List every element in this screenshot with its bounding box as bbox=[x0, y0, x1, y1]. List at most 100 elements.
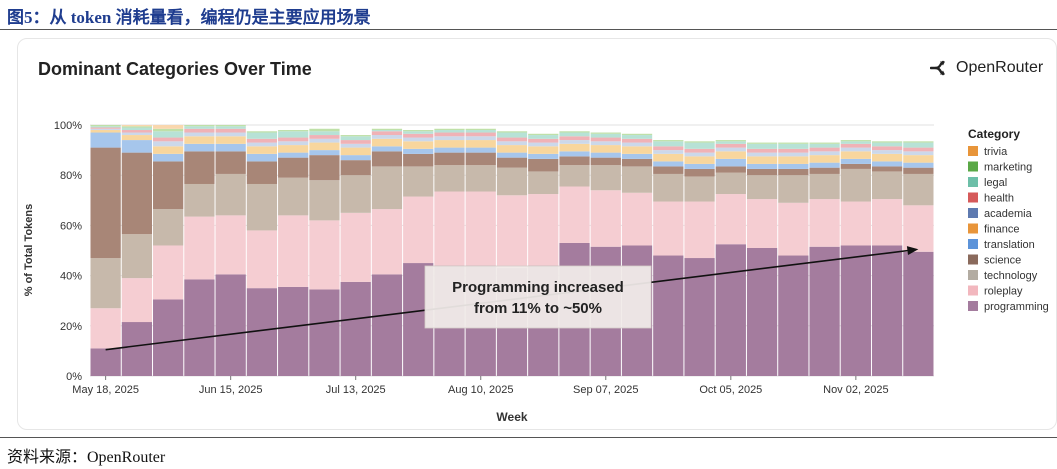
bar-segment-roleplay bbox=[871, 199, 903, 246]
bar-segment-science bbox=[840, 163, 871, 169]
bar-segment-programming bbox=[340, 281, 371, 376]
bar-segment-marketing bbox=[903, 141, 934, 143]
legend-label-academia: academia bbox=[984, 208, 1033, 220]
bar-segment-trivia bbox=[153, 125, 184, 129]
bar-segment-finance bbox=[871, 153, 903, 162]
bar-segment-science bbox=[746, 168, 778, 176]
bar-segment-science bbox=[121, 152, 153, 235]
bar-segment-legal bbox=[278, 131, 309, 138]
bar-segment-academia bbox=[653, 150, 684, 154]
bar-segment-finance bbox=[121, 135, 153, 141]
bar-segment-technology bbox=[121, 234, 153, 279]
bar-segment-translation bbox=[371, 146, 403, 152]
bar-segment-science bbox=[340, 160, 371, 176]
bar-segment-technology bbox=[278, 177, 309, 216]
bar-segment-technology bbox=[403, 166, 434, 197]
bar-segment-science bbox=[434, 152, 465, 166]
bar-segment-translation bbox=[559, 151, 590, 157]
bar-segment-roleplay bbox=[371, 209, 403, 275]
bar-segment-finance bbox=[559, 143, 590, 152]
bar-segment-translation bbox=[903, 162, 934, 168]
bar-segment-roleplay bbox=[496, 195, 528, 269]
bar-segment-academia bbox=[559, 140, 590, 144]
bar-segment-academia bbox=[684, 152, 715, 157]
bar-segment-marketing bbox=[215, 125, 246, 127]
bar-segment-roleplay bbox=[684, 201, 715, 259]
legend-title: Category bbox=[968, 127, 1020, 141]
bar-segment-academia bbox=[809, 151, 840, 156]
bar-segment-technology bbox=[434, 165, 465, 192]
bar-segment-finance bbox=[153, 146, 184, 154]
bar-segment-health bbox=[590, 137, 621, 142]
y-tick-label: 40% bbox=[60, 271, 82, 283]
bar-segment-technology bbox=[778, 175, 809, 203]
bar-segment-roleplay bbox=[403, 196, 434, 264]
legend-label-translation: translation bbox=[984, 239, 1035, 251]
annotation: Programming increased from 11% to ~50% bbox=[105, 246, 919, 351]
bar-segment-programming bbox=[90, 348, 121, 376]
bar-segment-academia bbox=[465, 136, 496, 141]
x-tick-label: Jun 15, 2025 bbox=[199, 384, 263, 396]
figure-title: 图5：从 token 消耗量看，编程仍是主要应用场景 bbox=[7, 8, 371, 27]
bar-segment-health bbox=[528, 138, 559, 143]
bar-segment-health bbox=[278, 137, 309, 142]
bar-segment-translation bbox=[496, 152, 528, 158]
bar-segment-legal bbox=[653, 141, 684, 147]
bar-segment-health bbox=[184, 128, 215, 133]
legend: Category trivia marketing legal health academ… bbox=[968, 127, 1049, 313]
top-divider bbox=[0, 29, 1057, 30]
bar-segment-science bbox=[903, 167, 934, 174]
bar-segment-roleplay bbox=[246, 230, 278, 289]
bar-segment-health bbox=[90, 127, 121, 129]
bar-segment-marketing bbox=[559, 131, 590, 133]
legend-swatch-finance bbox=[968, 223, 978, 234]
bar-segment-academia bbox=[153, 141, 184, 147]
bar-segment-marketing bbox=[371, 128, 403, 131]
bar-segment-finance bbox=[246, 146, 278, 154]
bar-segment-roleplay bbox=[621, 192, 653, 246]
bar-segment-science bbox=[403, 153, 434, 167]
bar-segment-technology bbox=[371, 166, 403, 210]
bar-segment-marketing bbox=[590, 132, 621, 134]
bar-segment-finance bbox=[746, 156, 778, 164]
bar-segment-legal bbox=[153, 131, 184, 138]
bar-segment-programming bbox=[871, 245, 903, 376]
x-tick-label: Nov 02, 2025 bbox=[823, 384, 888, 396]
bar-segment-academia bbox=[403, 137, 434, 142]
bar-segment-technology bbox=[246, 183, 278, 231]
x-axis-label: Week bbox=[496, 410, 527, 424]
bar-segment-marketing bbox=[434, 128, 465, 131]
bar-segment-science bbox=[246, 161, 278, 184]
bar-segment-academia bbox=[903, 151, 934, 156]
bar-segment-legal bbox=[184, 126, 215, 129]
legend-swatch-legal bbox=[968, 177, 978, 187]
bar-segment-translation bbox=[840, 158, 871, 164]
bar-segment-marketing bbox=[684, 141, 715, 143]
bottom-divider bbox=[0, 437, 1057, 438]
bar-segment-translation bbox=[871, 161, 903, 167]
bar-segment-finance bbox=[840, 151, 871, 159]
x-tick-label: May 18, 2025 bbox=[72, 384, 139, 396]
bar-segment-legal bbox=[871, 142, 903, 147]
bar-segment-health bbox=[465, 132, 496, 137]
bar-segment-health bbox=[309, 135, 340, 139]
bar-segment-academia bbox=[715, 147, 746, 152]
y-tick-label: 60% bbox=[60, 220, 82, 232]
bar-segment-marketing bbox=[621, 133, 653, 136]
bar-segment-technology bbox=[746, 175, 778, 200]
legend-label-trivia: trivia bbox=[984, 146, 1008, 158]
bar-segment-finance bbox=[309, 142, 340, 151]
legend-label-legal: legal bbox=[984, 177, 1007, 189]
x-tick-label: Sep 07, 2025 bbox=[573, 384, 638, 396]
bar-segment-programming bbox=[903, 251, 934, 376]
bar-segment-health bbox=[903, 147, 934, 152]
bar-segment-marketing bbox=[403, 130, 434, 132]
annotation-text: Programming increased bbox=[452, 279, 624, 296]
bar-segment-marketing bbox=[278, 130, 309, 132]
bar-segment-academia bbox=[371, 135, 403, 139]
bar-segment-finance bbox=[90, 130, 121, 133]
bar-segment-marketing bbox=[809, 142, 840, 144]
annotation-text: from 11% to ~50% bbox=[474, 300, 602, 317]
bar-segment-translation bbox=[684, 163, 715, 169]
bar-segment-translation bbox=[90, 132, 121, 148]
